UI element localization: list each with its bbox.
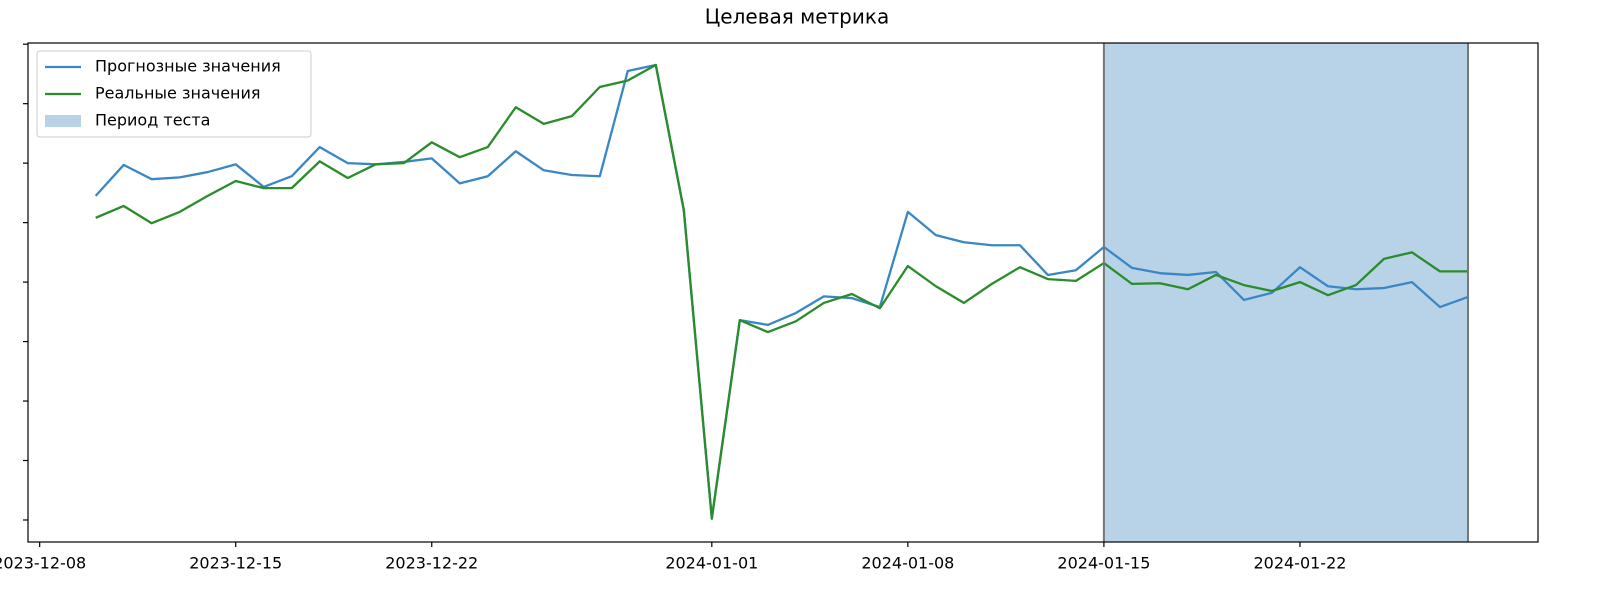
legend-swatch — [45, 115, 81, 127]
legend-box — [36, 50, 312, 138]
x-tick-label: 2024-01-01 — [665, 554, 758, 573]
x-tick-label: 2024-01-22 — [1253, 554, 1346, 573]
x-tick-label: 2023-12-08 — [0, 554, 86, 573]
chart-title: Целевая метрика — [705, 5, 889, 29]
legend-label: Прогнозные значения — [95, 57, 281, 76]
legend-label: Реальные значения — [95, 84, 261, 103]
series-line — [94, 63, 1469, 520]
x-tick-label: 2024-01-08 — [861, 554, 954, 573]
legend: Прогнозные значения Реальные значения Пери… — [36, 50, 312, 138]
series-line — [95, 63, 1468, 520]
x-tick-label: 2023-12-15 — [189, 554, 282, 573]
x-tick-label: 2024-01-15 — [1057, 554, 1150, 573]
legend-label: Период теста — [95, 111, 210, 130]
test-period — [1103, 43, 1468, 542]
x-tick-label: 2023-12-22 — [385, 554, 478, 573]
plot-frame — [27, 42, 1539, 543]
